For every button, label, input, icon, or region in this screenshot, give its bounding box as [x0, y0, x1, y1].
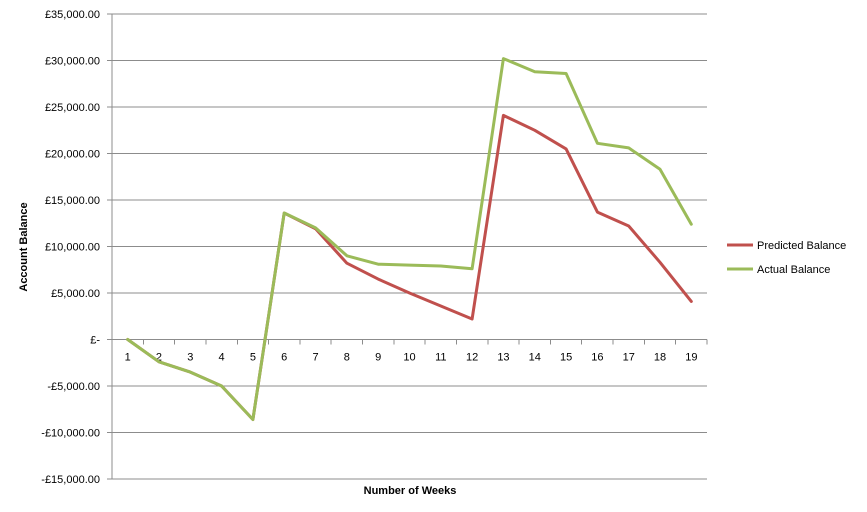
- y-tick-label: £15,000.00: [45, 195, 100, 207]
- x-tick-label: 11: [435, 352, 446, 364]
- x-tick-label: 14: [529, 352, 541, 364]
- y-tick-label: -£10,000.00: [41, 428, 100, 440]
- legend: Predicted Balance Actual Balance: [727, 240, 846, 276]
- y-axis-ticks: -£15,000.00 -£10,000.00 -£5,000.00 £- £5,000…: [41, 9, 112, 486]
- x-tick-label: 17: [623, 352, 635, 364]
- x-axis-title: Number of Weeks: [364, 485, 457, 497]
- y-tick-label: -£5,000.00: [47, 381, 100, 393]
- x-tick-label: 7: [312, 352, 318, 364]
- y-tick-label: £25,000.00: [45, 102, 100, 114]
- x-tick-label: 12: [466, 352, 478, 364]
- y-tick-label: £30,000.00: [45, 56, 100, 68]
- y-tick-label: £5,000.00: [51, 288, 100, 300]
- legend-label: Predicted Balance: [757, 240, 846, 252]
- x-tick-label: 8: [344, 352, 350, 364]
- x-tick-label: 6: [281, 352, 287, 364]
- x-tick-label: 4: [219, 352, 225, 364]
- x-tick-label: 1: [125, 352, 131, 364]
- y-tick-label: £35,000.00: [45, 9, 100, 21]
- series-line: [126, 57, 693, 421]
- x-tick-label: 18: [654, 352, 666, 364]
- x-tick-label: 5: [250, 352, 256, 364]
- x-tick-label: 13: [497, 352, 509, 364]
- series-line: [126, 113, 693, 421]
- series-lines: [126, 57, 693, 421]
- y-tick-label: £10,000.00: [45, 242, 100, 254]
- y-tick-label: £20,000.00: [45, 149, 100, 161]
- y-axis-title: Account Balance: [18, 202, 30, 291]
- legend-label: Actual Balance: [757, 264, 830, 276]
- x-tick-label: 9: [375, 352, 381, 364]
- y-tick-label: -£15,000.00: [41, 474, 100, 486]
- x-tick-label: 3: [187, 352, 193, 364]
- x-axis-ticks: 1 2 3 4 5 6 7 8 9 10 11 12 13 14 15 16 17 18 19: [111, 339, 708, 364]
- x-tick-label: 2: [156, 352, 162, 364]
- y-tick-label: £-: [90, 335, 100, 347]
- x-tick-label: 10: [403, 352, 415, 364]
- x-tick-label: 16: [591, 352, 603, 364]
- x-tick-label: 15: [560, 352, 572, 364]
- gridlines: [112, 13, 707, 480]
- x-tick-label: 19: [685, 352, 697, 364]
